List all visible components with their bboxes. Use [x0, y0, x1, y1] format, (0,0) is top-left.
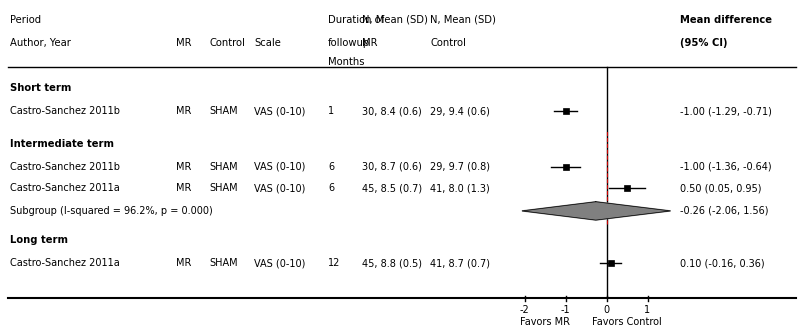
- Text: VAS (0-10): VAS (0-10): [254, 162, 306, 172]
- Text: 0: 0: [603, 305, 610, 316]
- Text: Short term: Short term: [10, 83, 71, 93]
- Text: 45, 8.8 (0.5): 45, 8.8 (0.5): [362, 258, 422, 268]
- Text: VAS (0-10): VAS (0-10): [254, 106, 306, 116]
- Text: 1: 1: [645, 305, 650, 316]
- Text: 29, 9.7 (0.8): 29, 9.7 (0.8): [430, 162, 490, 172]
- Text: 30, 8.7 (0.6): 30, 8.7 (0.6): [362, 162, 422, 172]
- Text: Duration of: Duration of: [328, 15, 384, 25]
- Text: VAS (0-10): VAS (0-10): [254, 258, 306, 268]
- Text: Favors MR: Favors MR: [520, 317, 570, 327]
- Text: SHAM: SHAM: [210, 106, 238, 116]
- Text: -2: -2: [520, 305, 530, 316]
- Text: followup: followup: [328, 38, 370, 48]
- Text: MR: MR: [176, 162, 191, 172]
- Text: Castro-Sanchez 2011b: Castro-Sanchez 2011b: [10, 162, 120, 172]
- Text: (95% CI): (95% CI): [680, 38, 727, 48]
- Text: 41, 8.7 (0.7): 41, 8.7 (0.7): [430, 258, 490, 268]
- Text: Scale: Scale: [254, 38, 282, 48]
- Text: 6: 6: [328, 162, 334, 172]
- Text: 1: 1: [328, 106, 334, 116]
- Text: Period: Period: [10, 15, 41, 25]
- Text: 0.50 (0.05, 0.95): 0.50 (0.05, 0.95): [680, 183, 762, 193]
- Text: VAS (0-10): VAS (0-10): [254, 183, 306, 193]
- Text: Months: Months: [328, 57, 365, 67]
- Text: Castro-Sanchez 2011b: Castro-Sanchez 2011b: [10, 106, 120, 116]
- Text: MR: MR: [176, 38, 191, 48]
- Text: MR: MR: [176, 183, 191, 193]
- Text: Subgroup (I-squared = 96.2%, p = 0.000): Subgroup (I-squared = 96.2%, p = 0.000): [10, 206, 212, 216]
- Text: 29, 9.4 (0.6): 29, 9.4 (0.6): [430, 106, 490, 116]
- Text: -0.26 (-2.06, 1.56): -0.26 (-2.06, 1.56): [680, 206, 769, 216]
- Text: MR: MR: [176, 258, 191, 268]
- Text: Mean difference: Mean difference: [680, 15, 772, 25]
- Text: SHAM: SHAM: [210, 258, 238, 268]
- Text: Control: Control: [210, 38, 246, 48]
- Text: SHAM: SHAM: [210, 183, 238, 193]
- Text: N, Mean (SD): N, Mean (SD): [430, 15, 496, 25]
- Text: -1.00 (-1.29, -0.71): -1.00 (-1.29, -0.71): [680, 106, 772, 116]
- Polygon shape: [522, 202, 670, 220]
- Text: Author, Year: Author, Year: [10, 38, 70, 48]
- Text: Control: Control: [430, 38, 466, 48]
- Text: -1: -1: [561, 305, 570, 316]
- Text: 30, 8.4 (0.6): 30, 8.4 (0.6): [362, 106, 422, 116]
- Text: Favors Control: Favors Control: [592, 317, 662, 327]
- Text: N, Mean (SD): N, Mean (SD): [362, 15, 427, 25]
- Text: Intermediate term: Intermediate term: [10, 139, 114, 149]
- Text: MR: MR: [362, 38, 377, 48]
- Text: 12: 12: [328, 258, 340, 268]
- Text: 41, 8.0 (1.3): 41, 8.0 (1.3): [430, 183, 490, 193]
- Text: Castro-Sanchez 2011a: Castro-Sanchez 2011a: [10, 183, 119, 193]
- Text: Castro-Sanchez 2011a: Castro-Sanchez 2011a: [10, 258, 119, 268]
- Text: 0.10 (-0.16, 0.36): 0.10 (-0.16, 0.36): [680, 258, 765, 268]
- Text: 6: 6: [328, 183, 334, 193]
- Text: -1.00 (-1.36, -0.64): -1.00 (-1.36, -0.64): [680, 162, 772, 172]
- Text: Long term: Long term: [10, 235, 67, 245]
- Text: MR: MR: [176, 106, 191, 116]
- Text: 45, 8.5 (0.7): 45, 8.5 (0.7): [362, 183, 422, 193]
- Text: SHAM: SHAM: [210, 162, 238, 172]
